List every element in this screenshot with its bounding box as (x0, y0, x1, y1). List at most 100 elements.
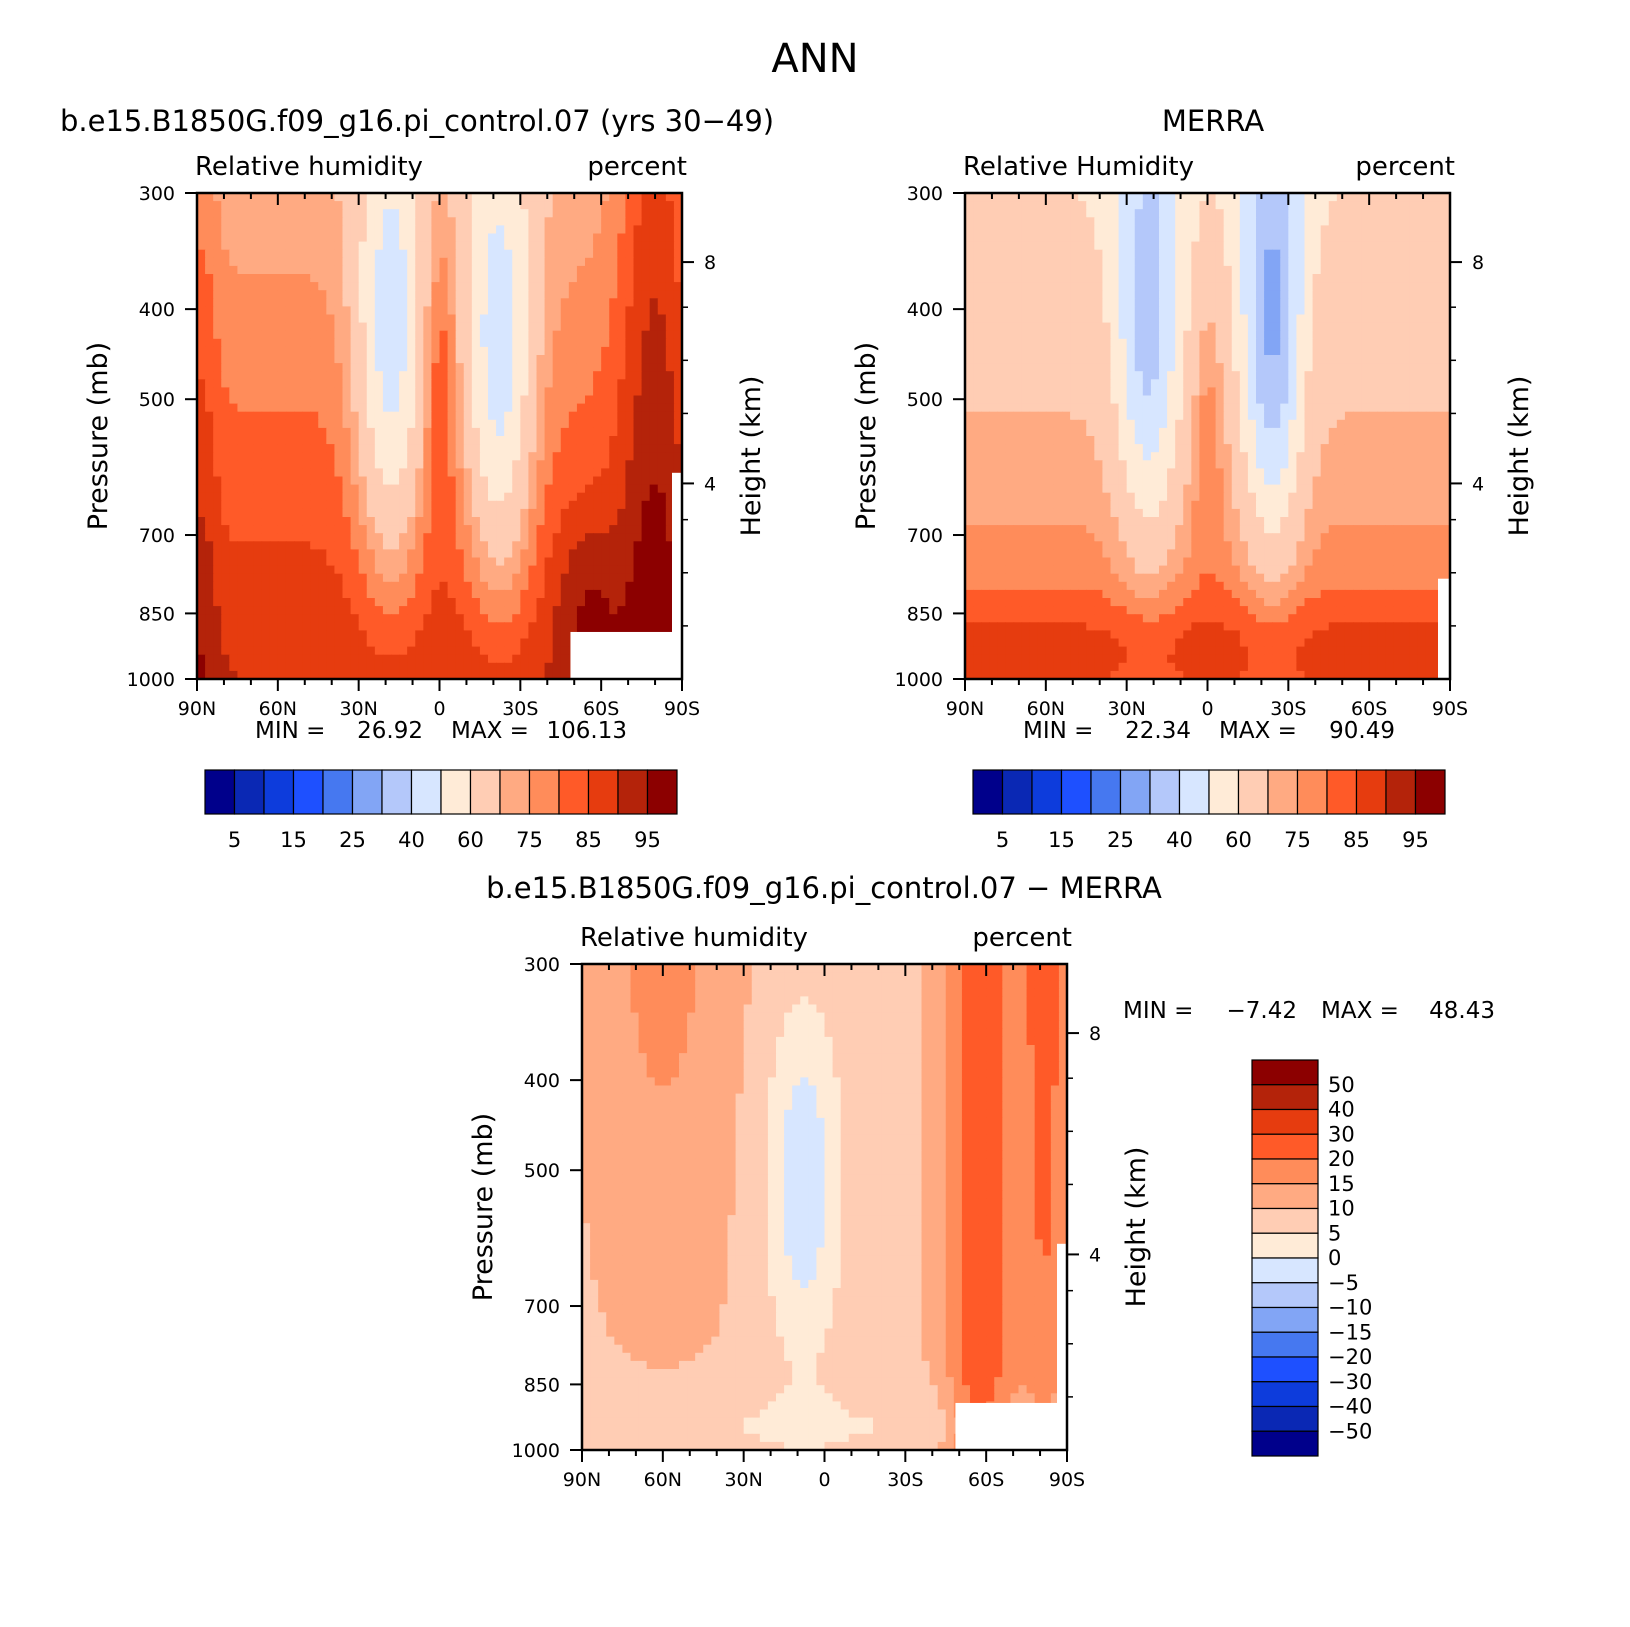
field-cell (1256, 241, 1265, 251)
field-cell (1369, 306, 1378, 316)
field-cell (576, 606, 586, 615)
field-cell (1353, 355, 1362, 364)
field-cell (334, 476, 344, 486)
field-cell (981, 265, 990, 275)
field-cell (544, 274, 554, 283)
field-cell (366, 201, 376, 210)
field-cell (318, 630, 327, 640)
field-cell (1336, 314, 1346, 324)
field-cell (334, 508, 344, 518)
field-cell (463, 598, 473, 607)
field-cell (1053, 217, 1063, 226)
field-cell (552, 306, 562, 316)
field-cell (407, 444, 416, 453)
field-cell (261, 517, 271, 526)
field-cell (285, 525, 295, 534)
field-cell (1134, 274, 1144, 283)
field-cell (302, 444, 311, 453)
field-cell (261, 395, 271, 405)
field-cell (1393, 209, 1403, 218)
field-cell (261, 233, 271, 243)
field-cell (1118, 355, 1128, 364)
field-cell (285, 452, 295, 461)
field-cell (334, 379, 344, 388)
field-cell (277, 468, 287, 478)
field-cell (673, 201, 683, 210)
field-cell (1247, 193, 1257, 202)
field-cell (560, 614, 570, 623)
field-cell (358, 533, 368, 542)
field-cell (1167, 249, 1176, 259)
field-cell (366, 257, 376, 267)
field-cell (221, 314, 230, 324)
field-cell (294, 541, 303, 550)
field-cell (496, 411, 505, 421)
field-cell (657, 533, 667, 542)
field-cell (197, 306, 206, 316)
field-cell (269, 387, 279, 397)
field-cell (1070, 290, 1079, 299)
field-cell (237, 193, 247, 202)
field-cell (601, 257, 610, 267)
field-cell (463, 670, 473, 680)
field-cell (633, 533, 643, 542)
field-cell (407, 484, 416, 494)
field-cell (504, 257, 513, 267)
field-cell (488, 614, 497, 623)
field-cell (1312, 298, 1322, 307)
field-cell (1280, 225, 1289, 235)
field-cell (1013, 290, 1023, 299)
field-cell (1280, 249, 1289, 259)
field-cell (617, 525, 627, 534)
field-cell (269, 322, 279, 332)
field-cell (423, 395, 433, 405)
field-cell (552, 233, 562, 243)
field-cell (358, 411, 368, 421)
field-cell (253, 322, 263, 332)
field-cell (277, 598, 287, 607)
field-cell (576, 436, 586, 445)
field-cell (536, 492, 546, 502)
colorbar-swatch (646, 769, 678, 815)
field-cell (326, 241, 336, 251)
field-cell (471, 201, 481, 210)
field-cell (213, 330, 222, 340)
field-cell (1361, 355, 1370, 364)
field-cell (1223, 265, 1233, 275)
field-cell (423, 257, 433, 267)
field-cell (552, 436, 562, 445)
field-cell (391, 346, 400, 356)
field-cell (447, 298, 457, 307)
field-cell (455, 622, 465, 631)
field-cell (407, 306, 416, 316)
missing-data-area (570, 631, 682, 679)
field-cell (269, 622, 279, 631)
field-cell (439, 565, 449, 575)
field-cell (285, 330, 295, 340)
field-cell (1328, 282, 1338, 291)
field-cell (277, 217, 287, 226)
field-cell (342, 484, 352, 494)
colorbar-label: 5 (228, 828, 241, 852)
field-cell (657, 233, 667, 243)
field-cell (455, 225, 465, 235)
field-cell (568, 209, 578, 218)
field-cell (593, 436, 602, 445)
field-cell (1369, 249, 1378, 259)
field-cell (1361, 306, 1370, 316)
field-cell (197, 573, 206, 583)
field-cell (512, 217, 521, 226)
field-cell (585, 209, 594, 218)
field-cell (1021, 257, 1031, 267)
field-cell (439, 209, 449, 218)
field-cell (568, 436, 578, 445)
field-cell (431, 630, 441, 640)
field-cell (374, 549, 384, 559)
field-cell (544, 533, 554, 542)
field-cell (1336, 201, 1346, 210)
field-cell (1256, 257, 1265, 267)
field-cell (657, 427, 667, 437)
field-cell (520, 525, 530, 534)
units-label: percent (587, 152, 687, 182)
field-cell (294, 330, 303, 340)
